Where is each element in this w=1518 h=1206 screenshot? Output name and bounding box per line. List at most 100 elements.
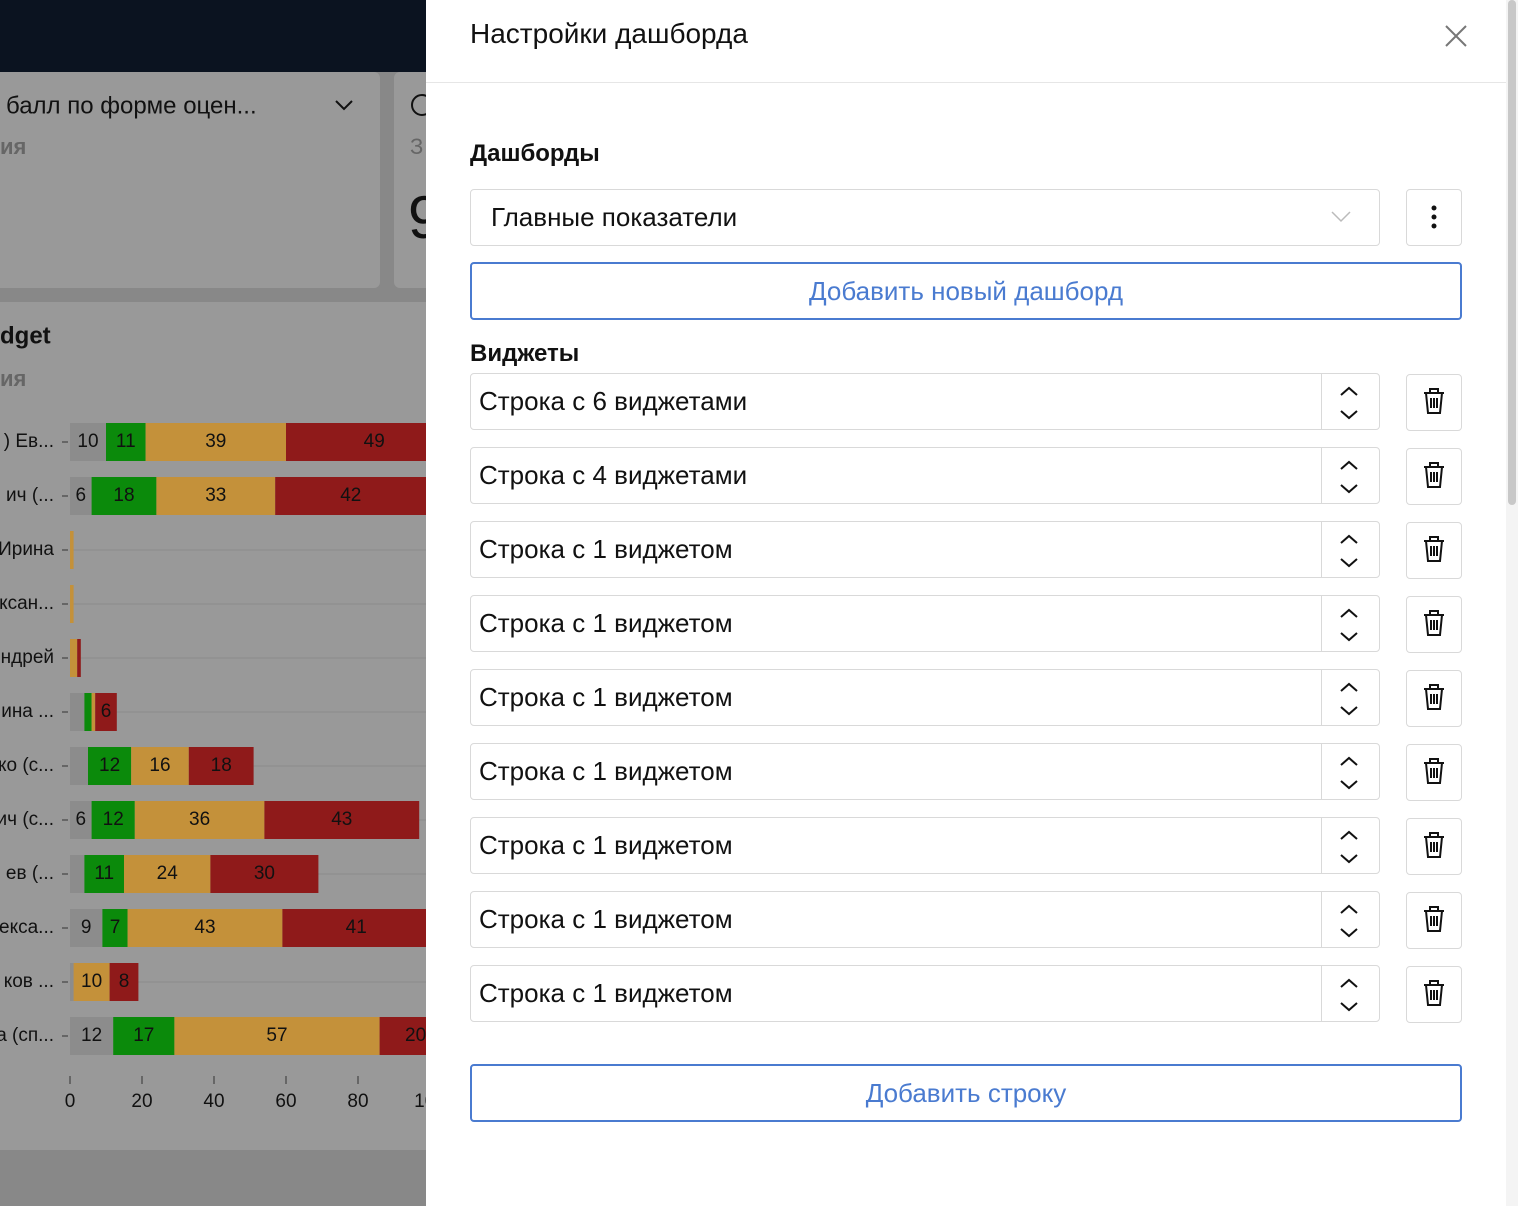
info-icon (411, 94, 426, 116)
delete-button[interactable] (1406, 744, 1462, 801)
divider (1321, 670, 1322, 725)
move-arrows[interactable] (1337, 456, 1361, 496)
bar-segment (106, 423, 146, 461)
more-button[interactable] (1406, 189, 1462, 246)
delete-button[interactable] (1406, 448, 1462, 505)
chevron (335, 100, 353, 111)
delete-button[interactable] (1406, 522, 1462, 579)
widget-row[interactable]: Строка с 1 виджетом (470, 965, 1380, 1022)
settings-drawer: Настройки дашборда Дашборды Главные пока… (426, 0, 1506, 1206)
row-label: Строка с 1 виджетом (479, 608, 733, 638)
bar-segment (109, 963, 139, 1001)
card-value: 9 (408, 184, 426, 251)
card-subtitle: З (410, 134, 423, 159)
y-tick-label: екса... (0, 917, 54, 938)
trash-icon (1424, 388, 1444, 414)
card (394, 72, 426, 288)
chart-subtitle: ия (0, 366, 26, 391)
card-title: балл по форме оцен... (6, 92, 257, 119)
delete-button[interactable] (1406, 892, 1462, 949)
select-arrow (1331, 211, 1351, 223)
bar-segment (70, 585, 74, 623)
x-tick-label: 80 (347, 1091, 368, 1112)
data-label: 6 (76, 809, 87, 830)
card (0, 72, 380, 288)
section-label: Виджеты (470, 340, 580, 367)
trash-icon (1424, 462, 1444, 488)
chart-title: dget (0, 322, 51, 349)
data-label: 18 (113, 485, 134, 506)
move-arrows[interactable] (1337, 974, 1361, 1014)
data-label: 6 (76, 485, 87, 506)
close-button[interactable] (1444, 24, 1468, 48)
y-tick-label: а (сп... (0, 1025, 54, 1046)
bar-segment (70, 963, 74, 1001)
row-label: Строка с 4 виджетами (479, 460, 748, 490)
trash-icon (1424, 832, 1444, 858)
bar-segment (70, 855, 85, 893)
add-row-button[interactable]: Добавить строку (470, 1064, 1462, 1122)
data-label: 16 (149, 755, 170, 776)
data-label: 43 (331, 809, 352, 830)
data-label: 12 (81, 1025, 102, 1046)
move-arrows[interactable] (1337, 752, 1361, 792)
trash-icon (1424, 684, 1444, 710)
widget-row[interactable]: Строка с 1 виджетом (470, 521, 1380, 578)
move-arrows[interactable] (1337, 604, 1361, 644)
delete-button[interactable] (1406, 966, 1462, 1023)
delete-button[interactable] (1406, 818, 1462, 875)
bar-segment (95, 693, 117, 731)
widget-row[interactable]: Строка с 4 виджетами (470, 447, 1380, 504)
move-arrows[interactable] (1337, 826, 1361, 866)
delete-button[interactable] (1406, 670, 1462, 727)
bar-segment (70, 423, 106, 461)
move-arrows[interactable] (1337, 530, 1361, 570)
move-arrows[interactable] (1337, 900, 1361, 940)
delete-button[interactable] (1406, 596, 1462, 653)
divider (1321, 522, 1322, 577)
bar-segment (91, 693, 96, 731)
x-tick-label: 20 (131, 1091, 152, 1112)
delete-button[interactable] (1406, 374, 1462, 431)
card-subtitle: ия (0, 134, 26, 159)
data-label: 7 (110, 917, 121, 938)
select-value: Главные показатели (491, 202, 738, 232)
row-label: Строка с 6 виджетами (479, 386, 748, 416)
y-tick-label: ко (с... (0, 755, 54, 776)
bar-segment (70, 531, 74, 569)
trash-icon (1424, 758, 1444, 784)
move-arrows[interactable] (1337, 678, 1361, 718)
x-tick-label: 60 (275, 1091, 296, 1112)
scrollbar-thumb[interactable] (1508, 0, 1516, 505)
widget-row[interactable]: Строка с 1 виджетом (470, 595, 1380, 652)
y-tick-label: ндрей (1, 647, 54, 668)
widget-row[interactable]: Строка с 1 виджетом (470, 743, 1380, 800)
bar-segment (127, 909, 283, 947)
data-label: 11 (94, 863, 114, 884)
move-arrows[interactable] (1337, 382, 1361, 422)
bar-segment (124, 855, 211, 893)
widget-row[interactable]: Строка с 1 виджетом (470, 669, 1380, 726)
bar-segment (282, 909, 426, 947)
x-tick-label: 100 (414, 1091, 426, 1112)
row-label: Строка с 1 виджетом (479, 756, 733, 786)
y-tick-label: ков ... (4, 971, 54, 992)
bar-segment (188, 747, 254, 785)
row-label: Строка с 1 виджетом (479, 534, 733, 564)
dashboard-select[interactable]: Главные показатели (470, 189, 1380, 246)
widget-row[interactable]: Строка с 1 виджетом (470, 891, 1380, 948)
bar-segment (84, 855, 124, 893)
widget-row[interactable]: Строка с 1 виджетом (470, 817, 1380, 874)
bar-segment (134, 801, 265, 839)
bar-segment (70, 693, 85, 731)
add-dashboard-button[interactable]: Добавить новый дашборд (470, 262, 1462, 320)
widget-row[interactable]: Строка с 6 виджетами (470, 373, 1380, 430)
bar-segment (131, 747, 189, 785)
y-tick-label: ксан... (0, 593, 54, 614)
data-label: 12 (99, 755, 120, 776)
data-label: 11 (116, 431, 136, 452)
bar-segment (264, 801, 420, 839)
y-tick-label: Ирина (0, 539, 54, 560)
bar-segment (84, 693, 92, 731)
bar-segment (91, 801, 135, 839)
